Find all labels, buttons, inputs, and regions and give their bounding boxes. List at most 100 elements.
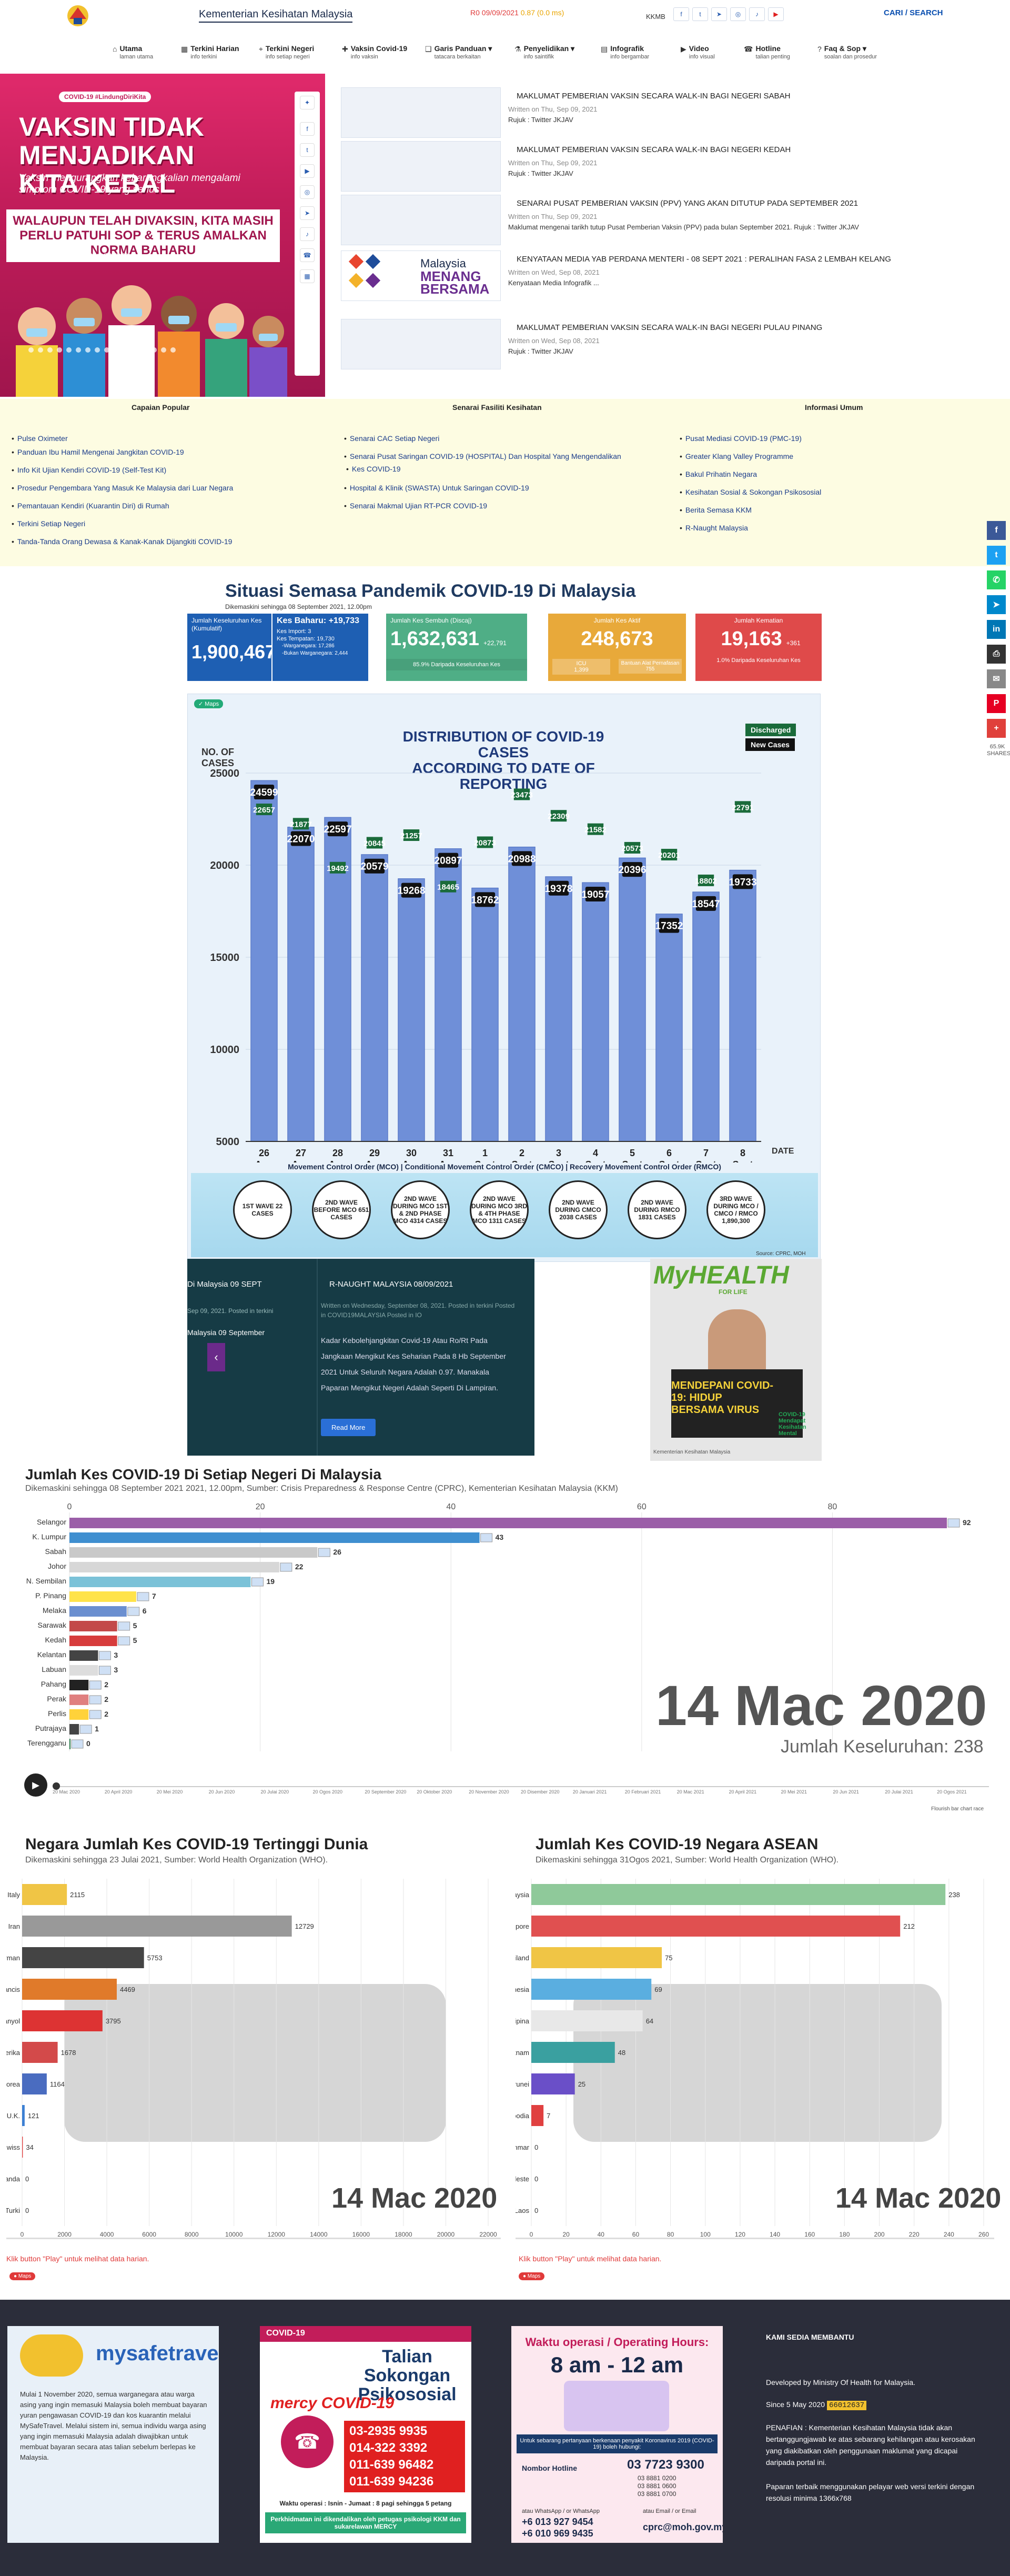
hotline-other[interactable]: 03 8881 0700 <box>638 2490 676 2498</box>
flourish-credit[interactable]: Flourish bar chart race <box>931 1806 984 1812</box>
news-title[interactable]: MAKLUMAT PEMBERIAN VAKSIN SECARA WALK-IN… <box>517 145 791 154</box>
link-item[interactable]: Kesihatan Sosial & Sokongan Psikososial <box>680 487 821 497</box>
news-carousel[interactable]: Di Malaysia 09 SEPT Sep 09, 2021. Posted… <box>187 1259 534 1456</box>
timeline-handle[interactable] <box>53 1782 60 1790</box>
link-item[interactable]: Prosedur Pengembara Yang Masuk Ke Malays… <box>12 483 233 493</box>
news-item[interactable]: Malaysia MENANG BERSAMA KENYATAAN MEDIA … <box>341 250 972 302</box>
search-link[interactable]: CARI / SEARCH <box>884 8 943 17</box>
carousel-prev-button[interactable]: ‹ <box>207 1343 225 1371</box>
link-item[interactable]: Bakul Prihatin Negara <box>680 469 757 479</box>
news-title[interactable]: MAKLUMAT PEMBERIAN VAKSIN SECARA WALK-IN… <box>517 323 823 332</box>
infographic-panel[interactable]: ✓ Maps DISTRIBUTION OF COVID-19 CASES AC… <box>187 694 821 1262</box>
link-item[interactable]: Senarai CAC Setiap Negeri <box>344 434 439 443</box>
psiko-phone[interactable]: 011-639 96482 <box>349 2458 434 2472</box>
carousel-prev-title[interactable]: Di Malaysia 09 SEPT <box>187 1280 262 1289</box>
telegram-icon[interactable]: ➤ <box>711 7 727 21</box>
youtube-icon[interactable]: ▶ <box>768 7 784 21</box>
share-print-icon[interactable]: ⎙ <box>987 645 1006 664</box>
twitter-icon[interactable]: t <box>692 7 708 21</box>
link-item[interactable]: Berita Semasa KKM <box>680 505 752 515</box>
hotline-other[interactable]: 03 8881 0600 <box>638 2482 676 2490</box>
facebook-icon[interactable]: f <box>300 122 315 136</box>
news-thumbnail[interactable] <box>341 195 501 245</box>
news-title[interactable]: KENYATAAN MEDIA YAB PERDANA MENTERI - 08… <box>517 255 891 264</box>
psikososial-card[interactable]: COVID-19 Talian Sokongan Psikososial mer… <box>260 2326 471 2543</box>
link-item[interactable]: Panduan Ibu Hamil Mengenai Jangkitan COV… <box>12 447 184 457</box>
news-item[interactable]: MAKLUMAT PEMBERIAN VAKSIN SECARA WALK-IN… <box>341 141 972 193</box>
share-facebook-icon[interactable]: f <box>987 521 1006 540</box>
twitter-icon[interactable]: t <box>300 143 315 157</box>
youtube-icon[interactable]: ▶ <box>300 164 315 178</box>
play-button[interactable]: ▶ <box>24 1773 47 1797</box>
asean-badge[interactable]: ● Maps <box>519 2272 545 2280</box>
news-thumbnail[interactable] <box>341 87 501 138</box>
hero-banner[interactable]: COVID-19 #LindungDiriKita VAKSIN TIDAK M… <box>0 74 325 397</box>
nav-utama[interactable]: ⌂ Utama laman utama <box>113 44 153 61</box>
asean-timeline[interactable] <box>516 2238 994 2239</box>
link-item[interactable]: Senarai Pusat Saringan COVID-19 (HOSPITA… <box>344 452 621 461</box>
nav-garis-panduan[interactable]: ❑ Garis Panduan ▾ tatacara berkaitan <box>425 44 492 60</box>
link-item[interactable]: Pulse Oximeter <box>12 434 68 443</box>
share-email-icon[interactable]: ✉ <box>987 669 1006 688</box>
hotline-main[interactable]: 03 7723 9300 <box>627 2458 704 2472</box>
wa-number[interactable]: +6 010 969 9435 <box>522 2528 593 2539</box>
nav-penyelidikan[interactable]: ⚗ Penyelidikan ▾ info saintifik <box>514 44 575 60</box>
nav-terkini-negeri[interactable]: ⌖ Terkini Negeri info setiap negeri <box>259 44 314 61</box>
maps-badge[interactable]: ✓ Maps <box>194 699 224 708</box>
link-item[interactable]: Pusat Mediasi COVID-19 (PMC-19) <box>680 434 802 443</box>
news-title[interactable]: SENARAI PUSAT PEMBERIAN VAKSIN (PPV) YAN… <box>517 199 858 208</box>
news-item[interactable]: SENARAI PUSAT PEMBERIAN VAKSIN (PPV) YAN… <box>341 195 972 246</box>
site-title[interactable]: Kementerian Kesihatan Malaysia <box>199 8 353 23</box>
carousel-title[interactable]: R-NAUGHT MALAYSIA 08/09/2021 <box>329 1280 453 1289</box>
instagram-icon[interactable]: ◎ <box>730 7 746 21</box>
share-more-icon[interactable]: + <box>987 719 1006 738</box>
kkmb-link[interactable]: KKMB <box>646 13 665 21</box>
link-item[interactable]: Hospital & Klinik (SWASTA) Untuk Saringa… <box>344 483 529 493</box>
news-thumbnail[interactable] <box>341 319 501 369</box>
psiko-phone[interactable]: 03-2935 9935 <box>349 2424 428 2438</box>
tiktok-icon[interactable]: ♪ <box>749 7 765 21</box>
mysafetravel-card[interactable]: mysafetravel Mulai 1 November 2020, semu… <box>7 2326 219 2543</box>
instagram-icon[interactable]: ◎ <box>300 185 315 199</box>
news-thumbnail[interactable] <box>341 141 501 192</box>
nav-faq[interactable]: ? Faq & Sop ▾ soalan dan prosedur <box>817 44 877 60</box>
news-item[interactable]: MAKLUMAT PEMBERIAN VAKSIN SECARA WALK-IN… <box>341 319 972 370</box>
link-item[interactable]: Terkini Setiap Negeri <box>12 519 85 528</box>
world-badge[interactable]: ● Maps <box>9 2272 36 2280</box>
telegram-icon[interactable]: ➤ <box>300 206 315 220</box>
world-timeline[interactable] <box>6 2238 501 2239</box>
phone-icon[interactable]: ☎ <box>300 248 315 262</box>
slider-dots[interactable] <box>28 347 176 353</box>
news-item[interactable]: MAKLUMAT PEMBERIAN VAKSIN SECARA WALK-IN… <box>341 87 972 139</box>
kkm-logo[interactable] <box>62 3 94 28</box>
nav-video[interactable]: ▶ Video info visual <box>681 44 715 61</box>
nav-hotline[interactable]: ☎ Hotline talian penting <box>744 44 790 61</box>
link-item[interactable]: Pemantauan Kendiri (Kuarantin Diri) di R… <box>12 501 169 510</box>
psiko-phone[interactable]: 011-639 94236 <box>349 2474 434 2489</box>
timeline-track[interactable] <box>53 1786 989 1787</box>
share-pinterest-icon[interactable]: P <box>987 694 1006 713</box>
tiktok-icon[interactable]: ♪ <box>300 227 315 241</box>
news-title[interactable]: MAKLUMAT PEMBERIAN VAKSIN SECARA WALK-IN… <box>517 92 791 101</box>
nav-infografik[interactable]: ▤ Infografik info bergambar <box>601 44 649 61</box>
wa-number[interactable]: +6 013 927 9454 <box>522 2517 593 2527</box>
hotline-card[interactable]: Waktu operasi / Operating Hours: 8 am - … <box>511 2326 723 2543</box>
hotline-other[interactable]: 03 8881 0200 <box>638 2474 676 2482</box>
myhealth-banner[interactable]: MyHEALTH FOR LIFE MENDEPANI COVID-19: HI… <box>650 1259 822 1461</box>
link-item-cont[interactable]: Kes COVID-19 <box>346 464 401 474</box>
news-thumbnail[interactable]: Malaysia MENANG BERSAMA <box>341 250 501 301</box>
link-item[interactable]: R-Naught Malaysia <box>680 523 748 533</box>
link-item[interactable]: Greater Klang Valley Programme <box>680 452 793 461</box>
facebook-icon[interactable]: f <box>673 7 689 21</box>
share-whatsapp-icon[interactable]: ✆ <box>987 570 1006 589</box>
link-item[interactable]: Info Kit Ujian Kendiri COVID-19 (Self-Te… <box>12 465 166 475</box>
nav-vaksin[interactable]: ✚ Vaksin Covid-19 info vaksin <box>342 44 407 61</box>
psiko-phone[interactable]: 014-322 3392 <box>349 2441 428 2455</box>
share-telegram-icon[interactable]: ➤ <box>987 595 1006 614</box>
email-address[interactable]: cprc@moh.gov.my <box>643 2522 723 2532</box>
nav-terkini-harian[interactable]: ▦ Terkini Harian info terkini <box>181 44 239 61</box>
share-linkedin-icon[interactable]: in <box>987 620 1006 639</box>
link-item[interactable]: Senarai Makmal Ujian RT-PCR COVID-19 <box>344 501 487 510</box>
link-item[interactable]: Tanda-Tanda Orang Dewasa & Kanak-Kanak D… <box>12 537 233 546</box>
share-twitter-icon[interactable]: t <box>987 546 1006 565</box>
